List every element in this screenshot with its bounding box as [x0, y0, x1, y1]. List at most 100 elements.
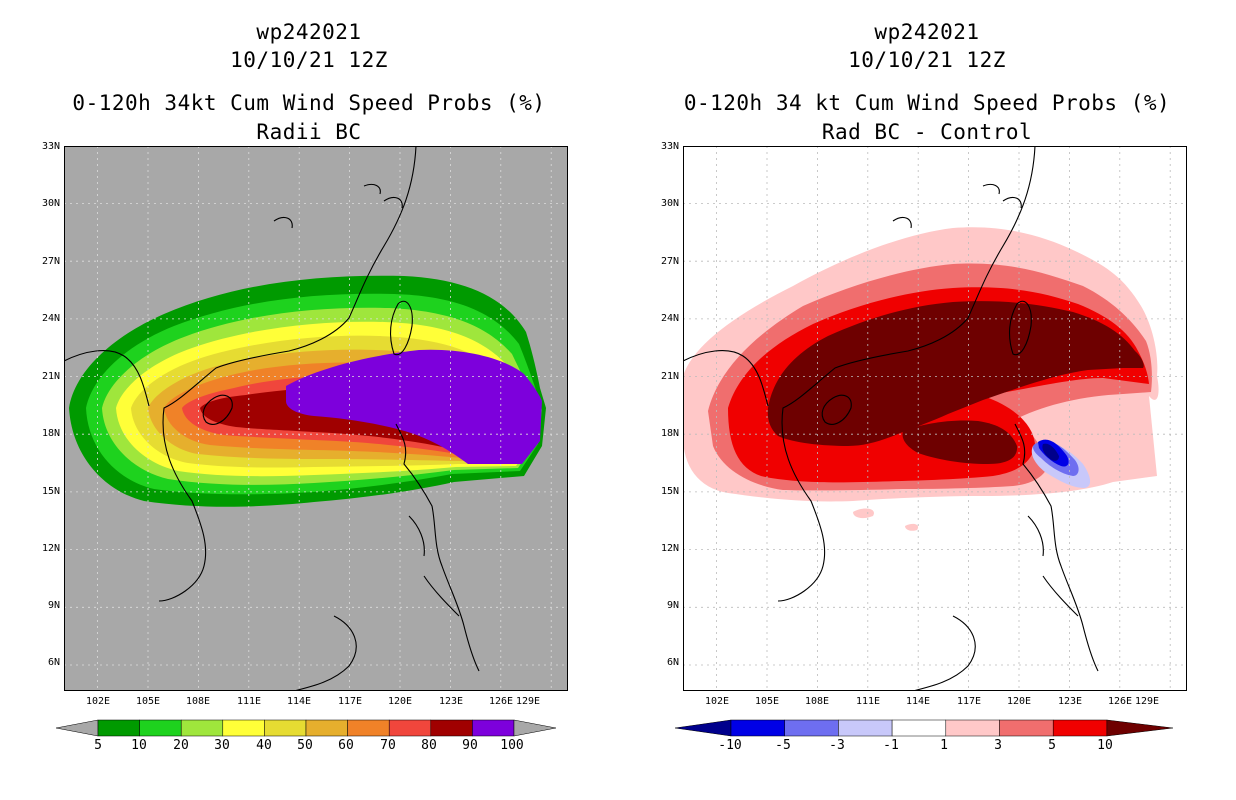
storm-id: wp242021 [874, 20, 980, 44]
colorbar-swatch [180, 719, 224, 737]
y-tick-label: 21N [41, 371, 60, 382]
colorbar [674, 718, 1174, 742]
x-tick-label: 105E [135, 696, 161, 707]
colorbar-label: 20 [173, 738, 189, 753]
x-tick-label: 117E [956, 696, 982, 707]
y-tick-label: 6N [666, 657, 679, 668]
colorbar-swatch [1052, 719, 1108, 737]
x-tick-label: 129E [1134, 696, 1160, 707]
colorbar-swatch [264, 719, 307, 737]
y-tick-label: 9N [666, 600, 679, 611]
colorbar-arrow-right [1106, 719, 1174, 737]
colorbar-arrow-left [55, 719, 99, 737]
colorbar-label: -5 [775, 738, 791, 753]
colorbar-swatch [472, 719, 515, 737]
datetime: 10/10/21 12Z [848, 48, 1006, 72]
difference-panel: wp242021 10/10/21 12Z 0-120h 34 kt Cum W… [618, 0, 1236, 800]
colorbar-label: -3 [829, 738, 845, 753]
grid-lines [64, 146, 568, 691]
colorbar-arrow-left [674, 719, 732, 737]
colorbar-swatch [945, 719, 1000, 737]
chart-title: 0-120h 34 kt Cum Wind Speed Probs (%) [683, 91, 1171, 115]
grid-lines [683, 146, 1187, 691]
y-tick-label: 15N [660, 486, 679, 497]
contour-100 [286, 349, 542, 464]
chart-title: 0-120h 34kt Cum Wind Speed Probs (%) [72, 91, 546, 115]
x-tick-label: 129E [515, 696, 541, 707]
colorbar-swatch [891, 719, 947, 737]
colorbar-swatch [999, 719, 1054, 737]
chart-subtitle: Rad BC - Control [821, 120, 1033, 144]
colorbar-swatch [139, 719, 182, 737]
colorbar-label: 5 [94, 738, 102, 753]
colorbar-label: 30 [214, 738, 230, 753]
x-tick-label: 102E [85, 696, 111, 707]
colorbar-label: 5 [1048, 738, 1056, 753]
y-tick-label: 30N [41, 198, 60, 209]
x-tick-label: 105E [754, 696, 780, 707]
storm-id: wp242021 [256, 20, 362, 44]
x-tick-label: 114E [286, 696, 312, 707]
x-tick-label: 126E [488, 696, 514, 707]
colorbar-swatch [347, 719, 390, 737]
colorbar-swatch [222, 719, 265, 737]
colorbar-swatch [388, 719, 432, 737]
y-tick-label: 18N [41, 428, 60, 439]
x-tick-label: 111E [236, 696, 262, 707]
x-tick-label: 126E [1107, 696, 1133, 707]
map-frame [683, 146, 1187, 691]
y-tick-label: 6N [47, 657, 60, 668]
colorbar-label: 50 [297, 738, 313, 753]
diff-contour-1b [853, 508, 919, 531]
datetime: 10/10/21 12Z [230, 48, 388, 72]
colorbar-label: 1 [940, 738, 948, 753]
y-tick-label: 21N [660, 371, 679, 382]
x-tick-label: 123E [1057, 696, 1083, 707]
colorbar-label: 10 [131, 738, 147, 753]
coastlines [64, 146, 480, 691]
colorbar-arrow-right [513, 719, 557, 737]
colorbar-label: 90 [462, 738, 478, 753]
colorbar-swatch [838, 719, 893, 737]
x-tick-label: 108E [804, 696, 830, 707]
colorbar-label: 10 [1097, 738, 1113, 753]
y-tick-label: 27N [660, 256, 679, 267]
colorbar-label: -1 [883, 738, 899, 753]
chart-subtitle: Radii BC [256, 120, 362, 144]
colorbar-swatch [784, 719, 839, 737]
y-tick-label: 15N [41, 486, 60, 497]
colorbar-label: 3 [994, 738, 1002, 753]
difference-map [683, 146, 1187, 691]
map-frame [64, 146, 568, 691]
y-tick-label: 33N [660, 141, 679, 152]
colorbar-swatch [730, 719, 785, 737]
y-tick-label: 12N [660, 543, 679, 554]
y-tick-label: 27N [41, 256, 60, 267]
diff-contour-neg10 [1042, 443, 1059, 461]
y-tick-label: 30N [660, 198, 679, 209]
diff-contour-10 [767, 301, 1144, 446]
y-tick-label: 12N [41, 543, 60, 554]
colorbar-swatches [674, 719, 1174, 737]
x-tick-label: 120E [1006, 696, 1032, 707]
y-tick-label: 24N [41, 313, 60, 324]
colorbar-label: 60 [338, 738, 354, 753]
x-tick-label: 120E [387, 696, 413, 707]
x-tick-label: 111E [855, 696, 881, 707]
diff-contour-10b [902, 420, 1018, 464]
y-tick-label: 33N [41, 141, 60, 152]
colorbar-swatch [430, 719, 473, 737]
y-tick-label: 9N [47, 600, 60, 611]
x-tick-label: 117E [337, 696, 363, 707]
colorbar-swatch [305, 719, 348, 737]
colorbar-swatches [97, 719, 515, 737]
x-tick-label: 114E [905, 696, 931, 707]
coastlines [683, 146, 1099, 691]
x-tick-label: 102E [704, 696, 730, 707]
x-tick-label: 108E [185, 696, 211, 707]
radii-bc-panel: wp242021 10/10/21 12Z 0-120h 34kt Cum Wi… [41, 20, 568, 753]
colorbar-label: -10 [718, 738, 742, 753]
probability-map [64, 146, 568, 691]
colorbar [55, 718, 557, 742]
x-tick-label: 123E [438, 696, 464, 707]
